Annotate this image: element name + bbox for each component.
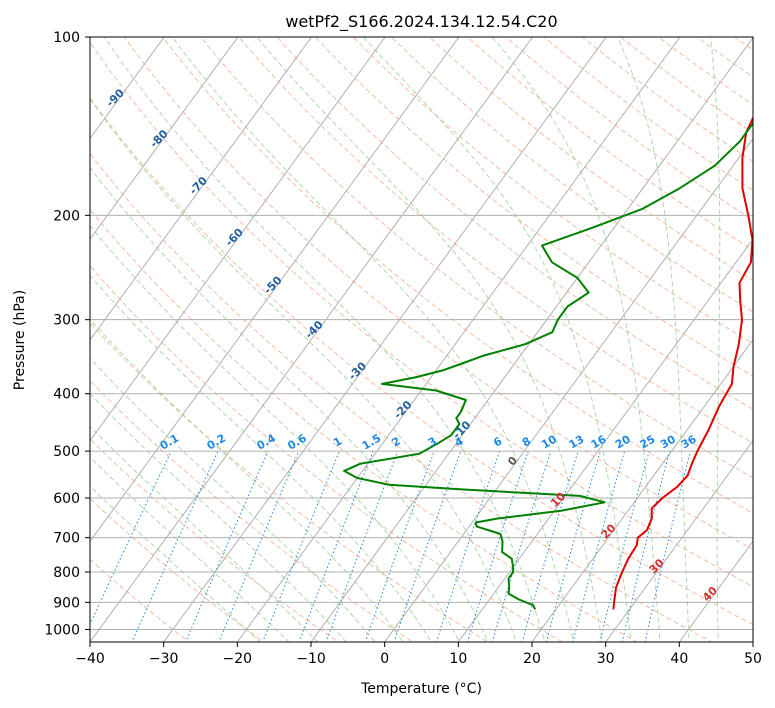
x-axis: −40 −30 −20 −10 0 10 20 30 40 50 — [75, 642, 762, 667]
dewpoint-line — [343, 121, 753, 610]
dry-adiabat-line — [276, 37, 753, 410]
x-tick-label: −40 — [75, 651, 105, 667]
moist-adiabat-line — [90, 167, 489, 642]
y-tick-label: 800 — [53, 565, 80, 581]
x-tick-label: 50 — [744, 651, 762, 667]
moist-adiabat-line — [90, 393, 347, 642]
y-tick-label: 900 — [53, 595, 80, 611]
y-tick-label: 200 — [53, 208, 80, 224]
dry-adiabat-line — [90, 265, 564, 642]
x-axis-label: Temperature (°C) — [360, 681, 482, 697]
y-axis: 100 200 300 400 500 600 700 800 900 1000 — [44, 30, 90, 638]
moist-adiabat-line — [90, 224, 461, 642]
isotherm-line — [163, 37, 607, 642]
dry-adiabat-line — [390, 37, 753, 313]
isotherm-line — [678, 540, 753, 642]
isotherm-line — [531, 339, 753, 642]
y-tick-label: 700 — [53, 531, 80, 547]
dry-adiabat-line — [90, 153, 713, 642]
x-tick-label: −10 — [296, 651, 326, 667]
isotherm-line — [457, 238, 753, 642]
x-tick-label: 0 — [380, 651, 389, 667]
y-tick-label: 500 — [53, 444, 80, 460]
isotherm-line — [90, 37, 239, 240]
dry-adiabat-lines — [90, 37, 753, 642]
isotherm-lines — [90, 37, 753, 642]
isotherm-line — [236, 37, 681, 642]
isotherm-line — [605, 439, 753, 642]
chart-title: wetPf2_S166.2024.134.12.54.C20 — [285, 12, 557, 32]
isotherm-line — [90, 37, 534, 642]
y-tick-label: 300 — [53, 313, 80, 329]
x-tick-label: −30 — [149, 651, 179, 667]
moist-adiabat-line — [256, 37, 603, 642]
y-axis-label: Pressure (hPa) — [12, 290, 28, 390]
x-tick-label: 30 — [597, 651, 615, 667]
dry-adiabat-line — [90, 208, 639, 642]
y-tick-label: 600 — [53, 491, 80, 507]
x-tick-label: −20 — [223, 651, 253, 667]
plot-area: 0.10.20.40.611.52346810131620253036-100-… — [90, 37, 753, 642]
x-tick-label: 20 — [523, 651, 541, 667]
sounding-series — [343, 115, 753, 610]
isotherm-line — [90, 37, 460, 543]
dry-adiabat-line — [90, 438, 340, 642]
dry-adiabat-line — [90, 97, 753, 626]
isotherm-line — [310, 37, 753, 642]
pressure-gridlines — [90, 37, 753, 630]
y-tick-label: 100 — [53, 30, 80, 46]
dry-adiabat-line — [467, 37, 753, 251]
x-tick-label: 10 — [449, 651, 467, 667]
dry-adiabat-line — [543, 37, 753, 192]
dry-adiabat-line — [505, 37, 753, 221]
dry-adiabat-line — [90, 497, 265, 642]
dry-adiabat-line — [352, 37, 753, 345]
x-tick-label: 40 — [670, 651, 688, 667]
y-tick-label: 1000 — [44, 622, 80, 638]
dry-adiabat-line — [161, 37, 753, 514]
moist-adiabat-line — [90, 98, 518, 642]
isotherm-line — [90, 37, 386, 442]
isotherm-line — [90, 37, 165, 140]
temperature-line — [612, 115, 753, 610]
moist-adiabat-line — [363, 37, 632, 642]
isotherm-line — [384, 137, 753, 642]
plot-frame — [89, 36, 754, 643]
isotherm-line — [90, 37, 313, 341]
y-tick-label: 400 — [53, 387, 80, 403]
moist-adiabat-line — [103, 37, 546, 642]
